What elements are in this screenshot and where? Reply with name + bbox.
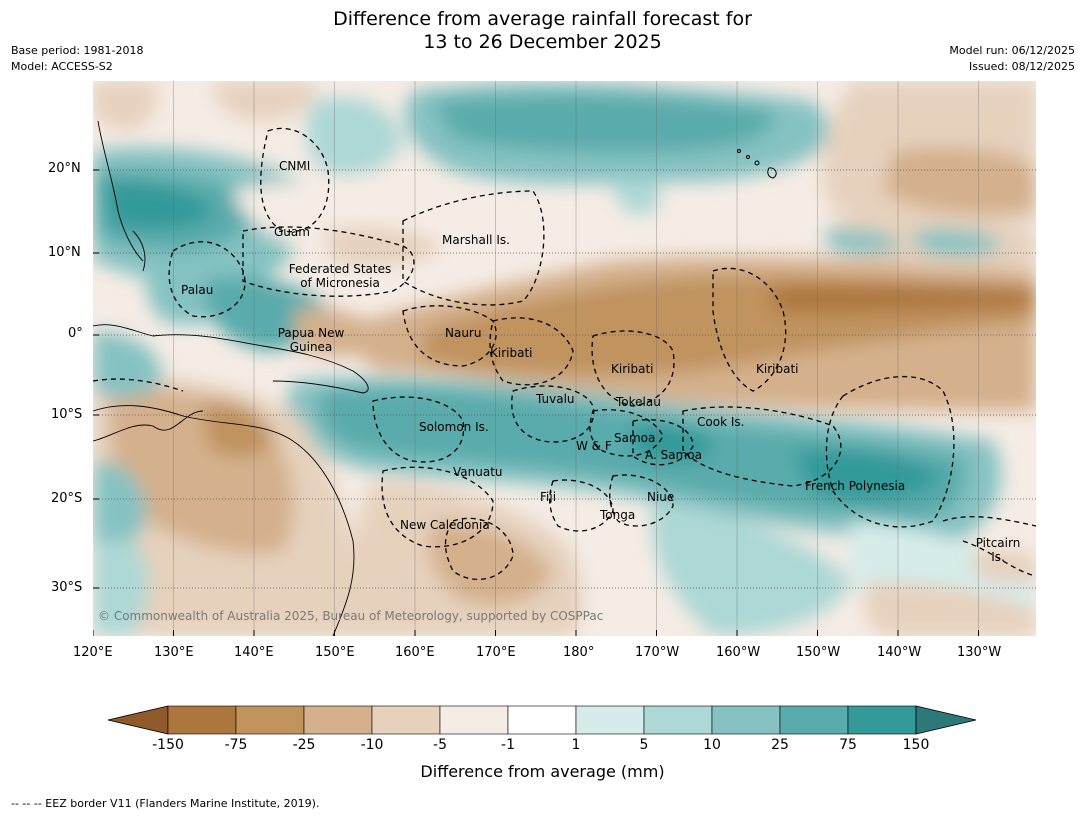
x-tick: 140°E (234, 645, 274, 660)
label-fsm-line-2: of Micronesia (300, 276, 380, 290)
eez-borders (93, 127, 1036, 581)
label-marshall-islands: Marshall Is. (442, 233, 510, 247)
colorbar-bin (779, 705, 849, 735)
base-period: Base period: 1981-2018 (11, 44, 144, 57)
map-canvas (93, 81, 1036, 636)
y-tick: 20°N (48, 161, 81, 176)
x-tick: 130°W (957, 645, 1002, 660)
axis-ticks (93, 169, 979, 636)
label-cook-islands: Cook Is. (697, 415, 745, 429)
x-tick: 140°W (877, 645, 922, 660)
title-line-2: 13 to 26 December 2025 (423, 31, 662, 53)
hawaii-islands (737, 149, 777, 179)
label-niue: Niue (647, 490, 675, 504)
x-tick: 150°W (796, 645, 841, 660)
colorbar-tick-label: 75 (839, 737, 857, 753)
label-tokelau: Tokelau (616, 395, 661, 409)
copyright-notice: © Commonwealth of Australia 2025, Bureau… (98, 609, 604, 623)
y-tick: 0° (68, 326, 83, 341)
colorbar-bin (575, 705, 645, 735)
label-vanuatu: Vanuatu (453, 465, 503, 479)
label-tonga: Tonga (600, 508, 636, 522)
x-tick: 160°E (395, 645, 435, 660)
colorbar-tick-label: -5 (433, 737, 447, 753)
colorbar-tick-label: 150 (902, 737, 930, 753)
model-run: Model run: 06/12/2025 (949, 44, 1075, 57)
eez-footnote: -- -- -- EEZ border V11 (Flanders Marine… (11, 797, 320, 810)
label-kiribati-west: Kiribati (490, 346, 533, 360)
y-tick: 10°S (51, 407, 83, 422)
title-line-1: Difference from average rainfall forecas… (333, 8, 752, 30)
anomaly-field (93, 81, 1036, 636)
label-french-polynesia: French Polynesia (805, 479, 906, 493)
rainfall-map (93, 81, 1036, 636)
label-pitcairn-line-2: Is. (991, 550, 1005, 564)
label-nauru: Nauru (445, 326, 482, 340)
label-american-samoa: A. Samoa (645, 448, 702, 462)
meridians (173, 81, 979, 636)
colorbar-tick-label: -10 (360, 737, 384, 753)
chart-title: Difference from average rainfall forecas… (0, 8, 1085, 54)
issued-date: Issued: 08/12/2025 (968, 60, 1075, 73)
x-tick: 170°E (476, 645, 516, 660)
colorbar-bin (643, 705, 713, 735)
coastlines (93, 120, 369, 636)
label-kiribati-east: Kiribati (756, 362, 799, 376)
label-pitcairn: Pitcairn Is. (970, 536, 1026, 564)
label-fiji: Fiji (540, 490, 557, 504)
colorbar-bin (303, 705, 373, 735)
colorbar-bin (371, 705, 441, 735)
label-wallis-futuna: W & F (576, 439, 612, 453)
colorbar-tick-label: 25 (771, 737, 789, 753)
label-palau: Palau (181, 283, 214, 297)
label-png-line-2: Guinea (289, 340, 333, 354)
colorbar-tick-label: 10 (703, 737, 721, 753)
colorbar-extend-max (915, 705, 977, 735)
label-new-caledonia: New Caledonia (400, 518, 490, 532)
x-tick: 160°W (716, 645, 761, 660)
colorbar-swatches (107, 705, 977, 735)
colorbar-bin (507, 705, 577, 735)
colorbar-bin (847, 705, 917, 735)
model-name: Model: ACCESS-S2 (11, 60, 113, 73)
label-samoa: Samoa (614, 431, 656, 445)
colorbar-extend-min (107, 705, 169, 735)
meta-left: Base period: 1981-2018 Model: ACCESS-S2 (11, 43, 143, 75)
y-tick: 30°S (51, 580, 83, 595)
label-guam: Guam (274, 225, 310, 239)
colorbar-tick-label: -150 (152, 737, 184, 753)
label-png-line-1: Papua New (277, 326, 345, 340)
label-fsm-line-1: Federated States (288, 262, 392, 276)
label-pitcairn-line-1: Pitcairn (975, 536, 1021, 550)
colorbar-tick-label: 1 (571, 737, 581, 753)
label-tuvalu: Tuvalu (536, 392, 575, 406)
colorbar-bin (167, 705, 237, 735)
label-png: Papua New Guinea (272, 326, 350, 354)
label-fsm: Federated States of Micronesia (285, 262, 395, 290)
colorbar-bin (439, 705, 509, 735)
colorbar (107, 705, 977, 735)
colorbar-label: Difference from average (mm) (420, 762, 665, 781)
colorbar-tick-label: 5 (639, 737, 649, 753)
x-tick: 150°E (315, 645, 355, 660)
x-tick: 170°W (635, 645, 680, 660)
x-tick: 120°E (73, 645, 113, 660)
meta-right: Model run: 06/12/2025 Issued: 08/12/2025 (949, 43, 1075, 75)
colorbar-tick-label: -75 (224, 737, 248, 753)
parallels (93, 169, 1036, 589)
x-tick: 180° (563, 645, 595, 660)
x-tick: 130°E (154, 645, 194, 660)
colorbar-tick-label: -1 (501, 737, 515, 753)
colorbar-tick-label: -25 (292, 737, 316, 753)
label-kiribati-central: Kiribati (611, 362, 654, 376)
y-tick: 20°S (51, 491, 83, 506)
label-solomon-islands: Solomon Is. (419, 420, 489, 434)
label-cnmi: CNMI (279, 159, 311, 173)
colorbar-bin (235, 705, 305, 735)
colorbar-bin (711, 705, 781, 735)
y-tick: 10°N (48, 245, 81, 260)
